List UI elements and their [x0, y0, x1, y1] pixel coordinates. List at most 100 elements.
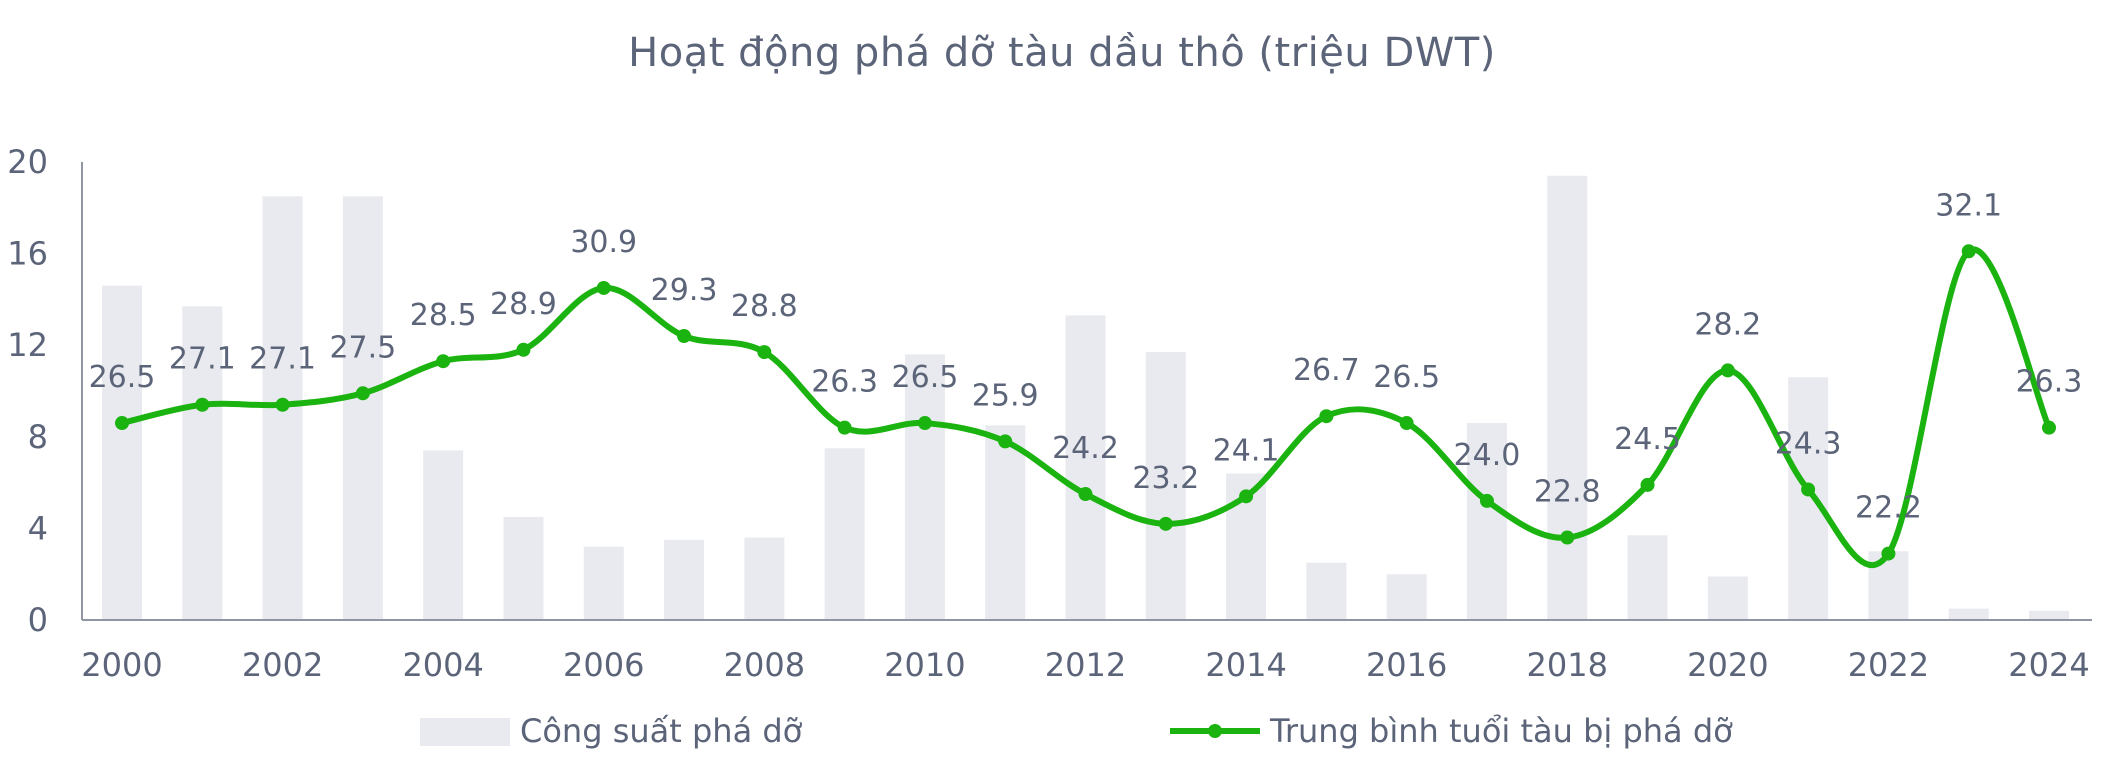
x-tick-label: 2018	[1527, 646, 1608, 684]
age-data-label-2006: 30.9	[570, 225, 637, 260]
age-data-label-2016: 26.5	[1373, 360, 1440, 395]
age-data-label-2009: 26.3	[811, 365, 878, 400]
age-data-label-2018: 22.8	[1534, 475, 1601, 510]
bar-2020	[1707, 576, 1748, 620]
age-point-2003	[355, 386, 370, 401]
x-tick-label: 2008	[724, 646, 805, 684]
age-data-label-2012: 24.2	[1052, 431, 1119, 466]
age-point-2021	[1801, 482, 1816, 497]
age-data-label-2001: 27.1	[169, 342, 236, 377]
age-point-2008	[757, 345, 772, 360]
age-data-label-2013: 23.2	[1132, 461, 1199, 496]
age-point-2017	[1479, 493, 1494, 508]
age-data-label-2022: 22.2	[1855, 491, 1922, 526]
age-point-2004	[436, 354, 451, 369]
legend-line-label: Trung bình tuổi tàu bị phá dỡ	[1269, 712, 1733, 750]
bar-2004	[423, 450, 464, 620]
age-data-label-2004: 28.5	[410, 298, 477, 333]
bar-2019	[1627, 535, 1668, 620]
age-data-label-2011: 25.9	[972, 378, 1039, 413]
bar-2016	[1386, 574, 1427, 620]
y-tick-label: 0	[28, 601, 48, 639]
x-tick-label: 2010	[884, 646, 965, 684]
age-data-label-2008: 28.8	[731, 289, 798, 324]
x-tick-label: 2002	[242, 646, 323, 684]
age-point-2007	[677, 329, 692, 344]
bar-2010	[904, 354, 945, 620]
x-tick-label: 2004	[402, 646, 483, 684]
x-tick-label: 2000	[81, 646, 162, 684]
age-point-2015	[1319, 409, 1334, 424]
age-point-2012	[1078, 487, 1093, 502]
bar-2001	[182, 306, 223, 620]
age-point-2024	[2042, 420, 2056, 435]
age-data-label-2002: 27.1	[249, 342, 316, 377]
age-point-2013	[1158, 516, 1173, 531]
bar-2003	[342, 196, 383, 620]
x-tick-label: 2024	[2008, 646, 2089, 684]
age-point-2016	[1399, 416, 1414, 431]
bar-2009	[824, 448, 865, 620]
bar-2007	[664, 539, 705, 620]
age-data-label-2003: 27.5	[329, 330, 396, 365]
y-tick-label: 4	[28, 509, 48, 547]
y-tick-label: 20	[7, 143, 48, 181]
bar-2000	[102, 285, 142, 620]
bar-2012	[1065, 315, 1106, 620]
age-point-2014	[1239, 489, 1254, 504]
bar-2013	[1145, 352, 1186, 620]
age-data-label-2015: 26.7	[1293, 353, 1360, 388]
bar-2015	[1306, 562, 1347, 620]
x-tick-label: 2012	[1045, 646, 1126, 684]
age-point-2009	[837, 420, 852, 435]
bar-2021	[1788, 377, 1829, 620]
bar-2022	[1868, 551, 1909, 620]
age-point-2002	[275, 397, 290, 412]
age-point-2010	[917, 416, 932, 431]
y-tick-label: 16	[7, 235, 48, 273]
bar-2008	[744, 537, 785, 620]
age-data-label-2007: 29.3	[651, 273, 718, 308]
age-data-label-2021: 24.3	[1775, 426, 1842, 461]
age-point-2018	[1560, 530, 1575, 545]
y-tick-label: 12	[7, 326, 48, 364]
x-tick-label: 2014	[1205, 646, 1286, 684]
age-point-2011	[998, 434, 1013, 449]
bar-series	[102, 175, 2069, 621]
age-data-label-2020: 28.2	[1694, 307, 1761, 342]
age-point-2006	[596, 280, 611, 295]
bar-2005	[503, 516, 544, 620]
bar-2024	[2029, 610, 2069, 620]
age-point-2019	[1640, 477, 1655, 492]
legend-bar-label: Công suất phá dỡ	[520, 712, 803, 750]
bar-2017	[1466, 423, 1507, 620]
age-data-label-2017: 24.0	[1454, 438, 1521, 473]
age-point-2023	[1961, 244, 1976, 259]
age-data-label-2024: 26.3	[2016, 365, 2083, 400]
x-tick-label: 2020	[1687, 646, 1768, 684]
bar-2018	[1547, 175, 1588, 621]
age-data-label-2010: 26.5	[892, 360, 959, 395]
age-data-label-2023: 32.1	[1935, 188, 2002, 223]
y-tick-label: 8	[28, 418, 48, 456]
age-point-2005	[516, 342, 531, 357]
x-tick-label: 2016	[1366, 646, 1447, 684]
age-point-2020	[1720, 363, 1735, 378]
age-data-label-2019: 24.5	[1614, 422, 1681, 457]
legend-line-marker	[1208, 724, 1222, 738]
age-point-2001	[195, 397, 210, 412]
x-tick-label: 2022	[1848, 646, 1929, 684]
age-point-2022	[1881, 546, 1896, 561]
age-data-label-2000: 26.5	[89, 360, 156, 395]
legend-bar-swatch	[420, 718, 510, 746]
bar-2006	[583, 546, 624, 620]
chart-title: Hoạt động phá dỡ tàu dầu thô (triệu DWT)	[628, 30, 1496, 76]
age-data-label-2014: 24.1	[1213, 433, 1280, 468]
age-point-2000	[115, 416, 129, 431]
bar-2011	[985, 425, 1026, 620]
x-tick-label: 2006	[563, 646, 644, 684]
age-data-label-2005: 28.9	[490, 287, 557, 322]
bar-2023	[1948, 608, 1989, 620]
